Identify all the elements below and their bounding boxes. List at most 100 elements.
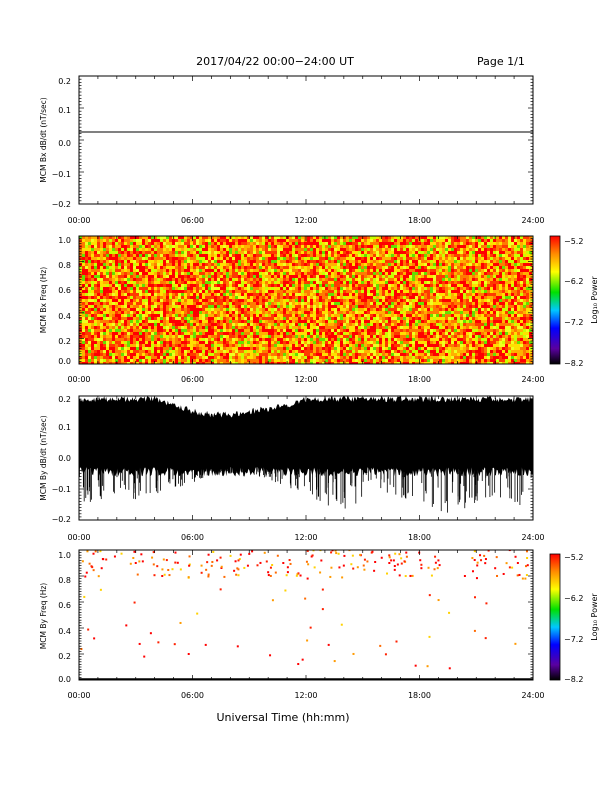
- spectrogram-cell: [388, 311, 392, 315]
- spectrogram-cell: [151, 251, 155, 255]
- spectrogram-cell: [160, 311, 164, 315]
- spectrogram-cell: [400, 314, 404, 318]
- spectrogram-cell: [340, 278, 344, 282]
- spectrogram-cell: [391, 269, 395, 273]
- spectrogram-cell: [289, 236, 293, 240]
- spectrogram-cell: [262, 239, 266, 243]
- spectrogram-cell: [280, 239, 284, 243]
- spectrogram-cell: [418, 305, 422, 309]
- spectrogram-cell: [382, 317, 386, 321]
- spectrogram-cell: [124, 281, 128, 285]
- spectrogram-cell: [151, 281, 155, 285]
- spectrogram-cell: [193, 296, 197, 300]
- spectrogram-cell: [220, 296, 224, 300]
- spectrogram-cell: [388, 320, 392, 324]
- spectrogram-cell: [391, 299, 395, 303]
- spectrogram-cell: [199, 317, 203, 321]
- spectrogram-cell: [217, 236, 221, 240]
- spectrogram-cell: [490, 245, 494, 249]
- spectrogram-cell: [133, 245, 137, 249]
- spectrogram-cell: [397, 278, 401, 282]
- spectrogram-cell: [502, 317, 506, 321]
- spectrogram-cell: [232, 293, 236, 297]
- spectrogram-cell: [382, 245, 386, 249]
- spectrogram-cell: [145, 311, 149, 315]
- spectrogram-cell: [133, 320, 137, 324]
- spectrogram-cell: [328, 254, 332, 258]
- spectrogram-cell: [271, 248, 275, 252]
- spectrogram-cell: [172, 242, 176, 246]
- spectrogram-cell: [148, 236, 152, 240]
- spectrogram-cell: [310, 311, 314, 315]
- spectrogram-cell: [451, 308, 455, 312]
- spectrogram-cell: [271, 323, 275, 327]
- spectrogram-cell: [151, 287, 155, 291]
- spectrogram-cell: [127, 242, 131, 246]
- spectrogram-cell: [505, 263, 509, 267]
- spectrogram-cell: [376, 287, 380, 291]
- spectrogram-cell: [439, 305, 443, 309]
- spectrogram-cell: [85, 323, 89, 327]
- spectrogram-cell: [409, 269, 413, 273]
- spectrogram-cell: [127, 290, 131, 294]
- spectrogram-cell: [256, 269, 260, 273]
- spectrogram-cell: [436, 323, 440, 327]
- spectrogram-cell: [121, 251, 125, 255]
- spectrogram-cell: [154, 284, 158, 288]
- spectrogram-cell: [235, 236, 239, 240]
- spectrogram-cell: [433, 314, 437, 318]
- spectrogram-cell: [415, 299, 419, 303]
- spectrogram-cell: [262, 329, 266, 333]
- spectrogram-cell: [160, 305, 164, 309]
- spectrogram-cell: [220, 239, 224, 243]
- spectrogram-cell: [346, 275, 350, 279]
- spectrogram-cell: [253, 278, 257, 282]
- spectrogram-cell: [484, 281, 488, 285]
- spectrogram-cell: [178, 275, 182, 279]
- spectrogram-cell: [85, 311, 89, 315]
- spectrogram-cell: [388, 269, 392, 273]
- spectrogram-cell: [124, 299, 128, 303]
- spectrogram-cell: [247, 236, 251, 240]
- spectrogram-cell: [526, 263, 530, 267]
- spectrogram-cell: [448, 290, 452, 294]
- spectrogram-cell: [514, 242, 518, 246]
- spectrogram-cell: [463, 263, 467, 267]
- spectrogram-cell: [343, 296, 347, 300]
- spectrogram-cell: [118, 326, 122, 330]
- spectrogram-cell: [304, 317, 308, 321]
- spectrogram-cell: [340, 329, 344, 333]
- spectrogram-cell: [370, 287, 374, 291]
- spectrogram-cell: [88, 302, 92, 306]
- spectrogram-cell: [85, 245, 89, 249]
- spectrogram-cell: [217, 272, 221, 276]
- spectrogram-cell: [430, 296, 434, 300]
- spectrogram-cell: [529, 317, 533, 321]
- spectrogram-cell: [454, 314, 458, 318]
- spectrogram-cell: [169, 317, 173, 321]
- spectrogram-cell: [265, 236, 269, 240]
- spectrogram-cell: [334, 296, 338, 300]
- spectrogram-cell: [496, 260, 500, 264]
- spectrogram-cell: [217, 290, 221, 294]
- spectrogram-cell: [94, 242, 98, 246]
- spectrogram-cell: [148, 245, 152, 249]
- spectrogram-cell: [460, 266, 464, 270]
- spectrogram-cell: [271, 251, 275, 255]
- spectrogram-cell: [256, 308, 260, 312]
- spectrogram-cell: [361, 269, 365, 273]
- spectrogram-cell: [454, 311, 458, 315]
- spectrogram-cell: [130, 299, 134, 303]
- spectrogram-cell: [298, 290, 302, 294]
- spectrogram-cell: [277, 245, 281, 249]
- spectrogram-cell: [289, 305, 293, 309]
- spectrogram-cell: [238, 323, 242, 327]
- spectrogram-cell: [97, 299, 101, 303]
- spectrogram-cell: [172, 269, 176, 273]
- spectrogram-cell: [232, 305, 236, 309]
- spectrogram-cell: [508, 248, 512, 252]
- spectrogram-cell: [133, 311, 137, 315]
- spectrogram-cell: [118, 296, 122, 300]
- spectrogram-cell: [442, 317, 446, 321]
- spectrogram-cell: [340, 317, 344, 321]
